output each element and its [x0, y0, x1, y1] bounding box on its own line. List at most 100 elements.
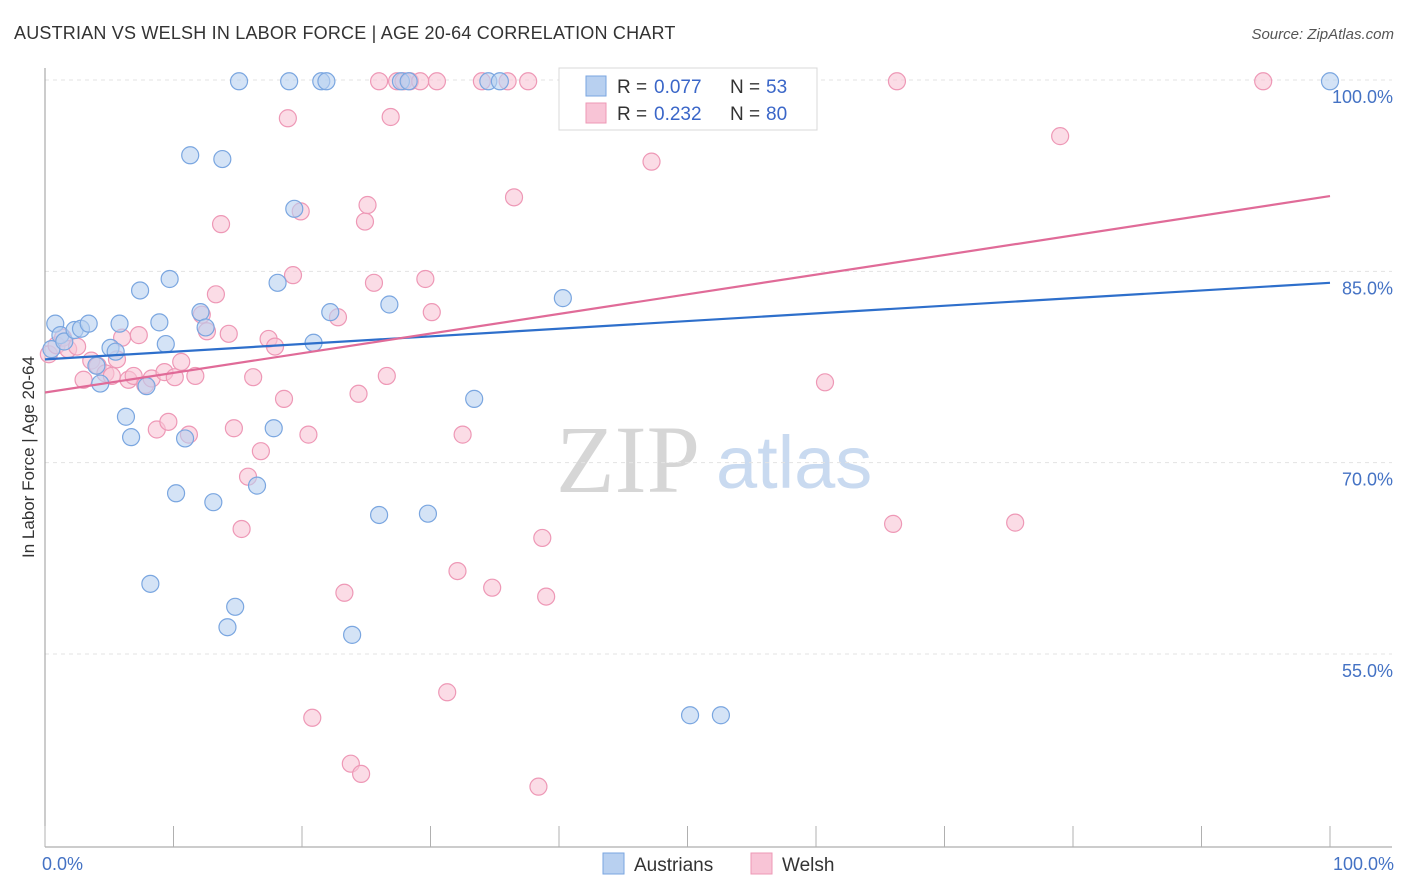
austrians-points [42, 72, 1340, 725]
y-axis-tick-labels: 55.0% 70.0% 85.0% 100.0% [1332, 87, 1393, 681]
welsh-point-32 [244, 368, 263, 387]
welsh-point-49 [364, 273, 384, 292]
austrians-point-6 [79, 314, 98, 333]
austrians-point-34 [285, 199, 304, 218]
austrians-point-38 [321, 303, 340, 322]
austrians-point-19 [160, 269, 179, 289]
welsh-point-23 [186, 366, 205, 386]
austrians-point-20 [166, 484, 186, 503]
chart-title: AUSTRIAN VS WELSH IN LABOR FORCE | AGE 2… [14, 23, 676, 43]
austrians-n-value: 53 [766, 77, 787, 98]
welsh-point-61 [448, 561, 467, 581]
austrians-point-41 [380, 295, 399, 314]
austrians-series-name: Austrians [634, 855, 713, 876]
stats-legend: R = 0.077 N = 53 R = 0.232 N = 80 [558, 67, 818, 131]
welsh-point-43 [335, 583, 354, 602]
austrians-point-44 [418, 504, 438, 523]
y-tick-label-100: 100.0% [1332, 87, 1393, 107]
svg-text:ZIP: ZIP [556, 406, 700, 513]
austrians-point-24 [196, 318, 215, 337]
welsh-point-75 [883, 514, 903, 533]
austrians-legend-swatch [585, 75, 607, 97]
axes [44, 68, 1392, 848]
austrians-point-11 [110, 314, 129, 333]
welsh-point-78 [1051, 127, 1070, 146]
austrians-point-10 [106, 342, 125, 361]
austrians-point-7 [87, 356, 106, 375]
welsh-point-14 [129, 326, 148, 345]
series-legend: Austrians Welsh [602, 852, 834, 876]
welsh-point-59 [427, 72, 447, 91]
welsh-point-29 [224, 419, 243, 438]
austrians-point-27 [218, 618, 237, 637]
welsh-point-19 [159, 412, 178, 431]
austrians-point-26 [213, 149, 232, 169]
welsh-point-57 [416, 269, 435, 289]
welsh-point-30 [232, 519, 251, 539]
welsh-point-46 [352, 764, 371, 784]
welsh-series-name: Welsh [782, 855, 834, 876]
austrians-point-18 [156, 334, 175, 354]
welsh-point-76 [887, 72, 907, 91]
austrians-point-48 [553, 289, 572, 308]
welsh-point-67 [519, 72, 538, 91]
austrians-n-label: N = [730, 77, 760, 98]
austrians-point-28 [226, 597, 245, 616]
austrians-point-21 [175, 429, 195, 448]
austrians-point-14 [130, 281, 150, 300]
austrians-point-25 [204, 493, 223, 512]
welsh-point-62 [453, 425, 472, 444]
austrians-point-16 [141, 574, 160, 593]
welsh-point-73 [642, 152, 661, 171]
welsh-trend-line [44, 194, 1331, 394]
austrians-series-swatch [602, 852, 625, 875]
austrians-point-13 [121, 428, 141, 447]
welsh-series-swatch [750, 852, 773, 875]
austrians-point-33 [280, 72, 299, 91]
welsh-point-45 [349, 384, 368, 403]
austrians-point-15 [137, 377, 156, 396]
austrians-point-50 [680, 706, 700, 725]
austrians-point-23 [191, 303, 210, 322]
x-tick-label-min: 0.0% [42, 854, 83, 874]
welsh-point-60 [438, 683, 457, 702]
austrians-point-32 [268, 273, 287, 292]
austrians-point-3 [55, 332, 74, 351]
austrians-point-43 [399, 72, 418, 91]
austrians-point-37 [317, 72, 336, 91]
welsh-point-69 [533, 528, 552, 548]
austrians-point-30 [247, 476, 267, 495]
welsh-point-58 [422, 303, 441, 322]
austrians-point-31 [264, 419, 283, 438]
chart-source: Source: ZipAtlas.com [1251, 26, 1394, 43]
welsh-point-79 [1254, 72, 1273, 91]
x-axis-ticks [44, 826, 1331, 847]
welsh-point-21 [172, 352, 191, 371]
welsh-point-26 [206, 285, 226, 304]
austrians-point-12 [116, 407, 136, 426]
welsh-point-66 [504, 188, 524, 207]
welsh-point-27 [211, 215, 231, 234]
austrians-point-29 [229, 72, 249, 91]
welsh-point-74 [815, 373, 835, 392]
austrians-point-45 [465, 389, 484, 408]
welsh-r-value: 0.232 [654, 104, 702, 125]
welsh-n-label: N = [730, 104, 760, 125]
y-tick-label-55: 55.0% [1342, 661, 1393, 681]
welsh-point-28 [219, 324, 238, 343]
austrians-point-47 [490, 72, 509, 91]
welsh-point-41 [303, 708, 322, 727]
austrians-point-22 [181, 146, 200, 165]
welsh-point-70 [537, 587, 556, 606]
x-tick-label-max: 100.0% [1333, 854, 1394, 874]
austrians-point-39 [343, 625, 362, 644]
welsh-point-37 [278, 109, 297, 128]
gridlines [45, 79, 1392, 655]
austrians-point-40 [370, 505, 389, 525]
welsh-point-68 [529, 777, 548, 796]
austrians-point-17 [150, 313, 169, 332]
welsh-point-77 [1006, 513, 1025, 532]
austrians-trend-line [44, 281, 1331, 361]
welsh-n-value: 80 [766, 104, 787, 125]
